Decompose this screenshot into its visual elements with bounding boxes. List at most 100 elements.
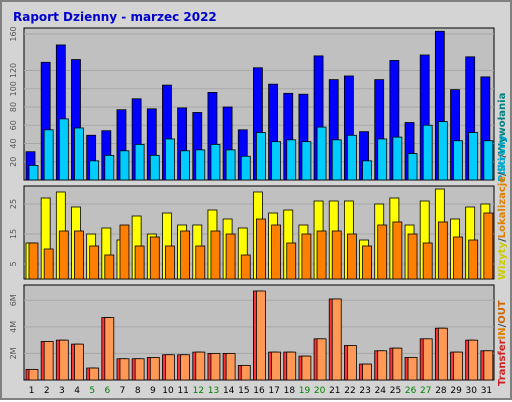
legend-item: Pliki [497, 158, 508, 182]
x-tick-label: 21 [329, 386, 340, 396]
bar-kbytes_out-day-6 [104, 317, 115, 381]
bar-sites-day-29 [453, 236, 463, 280]
bar-files-day-24 [377, 138, 388, 181]
y-tick-label: 20 [9, 157, 18, 167]
bar-sites-day-20 [316, 230, 327, 280]
bar-kbytes_out-day-17 [271, 351, 281, 381]
bar-sites-day-22 [346, 233, 357, 280]
legend-legend_top: Pliki/Wywołania [497, 93, 508, 182]
bar-kbytes_out-day-24 [377, 350, 388, 381]
y-tick-label: 160 [9, 26, 18, 41]
bar-kbytes_out-day-28 [437, 327, 448, 381]
bar-sites-day-27 [422, 242, 433, 280]
legend-item: IN [497, 327, 508, 339]
bar-files-day-18 [286, 139, 297, 181]
bar-kbytes_out-day-19 [301, 355, 312, 381]
x-tick-label: 27 [420, 386, 431, 396]
x-tick-label: 10 [162, 386, 174, 396]
bar-kbytes_out-day-3 [58, 339, 69, 381]
bar-sites-day-7 [119, 224, 130, 280]
y-tick-label: 15 [9, 229, 18, 239]
bar-files-day-25 [392, 136, 403, 181]
bar-files-day-17 [271, 141, 281, 181]
legend-legend_mid: Wizyty/Lokalizacje/Strony [497, 134, 508, 280]
legend-item: / [497, 238, 508, 242]
bar-sites-day-4 [74, 230, 84, 280]
bar-sites-day-1 [28, 242, 39, 280]
y-tick-label: 25 [9, 199, 18, 209]
legend-item: Lokalizacje [497, 176, 508, 238]
bar-kbytes_out-day-11 [180, 354, 191, 381]
bar-files-day-3 [58, 118, 69, 181]
x-tick-label: 18 [284, 386, 296, 396]
bar-files-day-12 [195, 149, 206, 181]
bar-sites-day-12 [195, 245, 206, 280]
bar-sites-day-31 [483, 212, 494, 280]
bar-kbytes_out-day-8 [134, 358, 145, 381]
bar-kbytes_out-day-14 [225, 353, 236, 381]
x-tick-label: 17 [268, 386, 279, 396]
bar-sites-day-8 [134, 245, 145, 280]
bar-files-day-22 [346, 134, 357, 181]
legend-item: OUT [497, 300, 508, 324]
bar-sites-day-26 [407, 233, 418, 280]
bar-files-day-5 [89, 160, 100, 181]
bar-sites-day-11 [180, 230, 191, 280]
bar-kbytes_out-day-4 [74, 343, 84, 381]
bar-files-day-31 [483, 140, 494, 181]
bar-sites-day-18 [286, 242, 297, 280]
bar-files-day-30 [468, 132, 479, 181]
bar-kbytes_out-day-2 [43, 341, 54, 381]
bar-sites-day-24 [377, 224, 388, 280]
bar-kbytes_out-day-10 [165, 354, 175, 381]
bar-kbytes_out-day-26 [407, 357, 418, 381]
bar-sites-day-13 [210, 230, 221, 280]
x-tick-label: 20 [314, 386, 326, 396]
bar-files-day-11 [180, 150, 191, 181]
bar-files-day-26 [407, 153, 418, 181]
bar-files-day-9 [149, 154, 160, 181]
chart-title: Raport Dzienny - marzec 2022 [13, 10, 217, 24]
x-tick-label: 9 [150, 386, 156, 396]
panel-kbytes: 2M 4M 6M [9, 284, 495, 381]
bar-files-day-6 [104, 154, 115, 181]
y-tick-label: 2M [9, 347, 18, 359]
x-tick-label: 29 [450, 386, 462, 396]
x-tick-label: 30 [466, 386, 478, 396]
bar-sites-day-14 [225, 233, 236, 280]
y-tick-label: 100 [9, 81, 18, 96]
x-tick-label: 5 [89, 386, 95, 396]
legend-item: Wizyty [497, 241, 508, 280]
bar-sites-day-30 [468, 239, 479, 280]
bar-files-day-1 [28, 164, 39, 181]
panel-hits: 20 40 60 80 100 120 160 [9, 26, 495, 181]
y-tick-label: 60 [9, 120, 18, 130]
x-tick-label: 31 [481, 386, 492, 396]
bar-sites-day-5 [89, 245, 100, 280]
bar-sites-day-15 [240, 254, 251, 280]
x-tick-label: 13 [208, 386, 219, 396]
bar-kbytes_out-day-21 [331, 298, 342, 381]
bar-files-day-16 [256, 132, 266, 181]
x-tick-label: 8 [135, 386, 141, 396]
x-tick-label: 2 [44, 386, 50, 396]
bar-kbytes_out-day-18 [286, 351, 297, 381]
y-tick-label: 4M [9, 321, 18, 333]
legend-item: / [497, 323, 508, 327]
bar-kbytes_out-day-20 [316, 338, 327, 381]
bar-sites-day-16 [256, 218, 266, 280]
x-tick-label: 28 [435, 386, 447, 396]
bar-files-day-13 [210, 144, 221, 181]
x-tick-label: 4 [74, 386, 80, 396]
panel-visits: 5 15 25 [9, 185, 495, 280]
x-tick-label: 11 [177, 386, 188, 396]
bar-sites-day-19 [301, 233, 312, 280]
x-tick-label: 3 [59, 386, 65, 396]
bar-sites-day-17 [271, 224, 281, 280]
legend-item: Transfer [497, 339, 508, 386]
bar-kbytes_out-day-31 [483, 350, 494, 381]
bar-kbytes_out-day-1 [28, 368, 39, 381]
bar-kbytes_out-day-16 [256, 290, 266, 381]
